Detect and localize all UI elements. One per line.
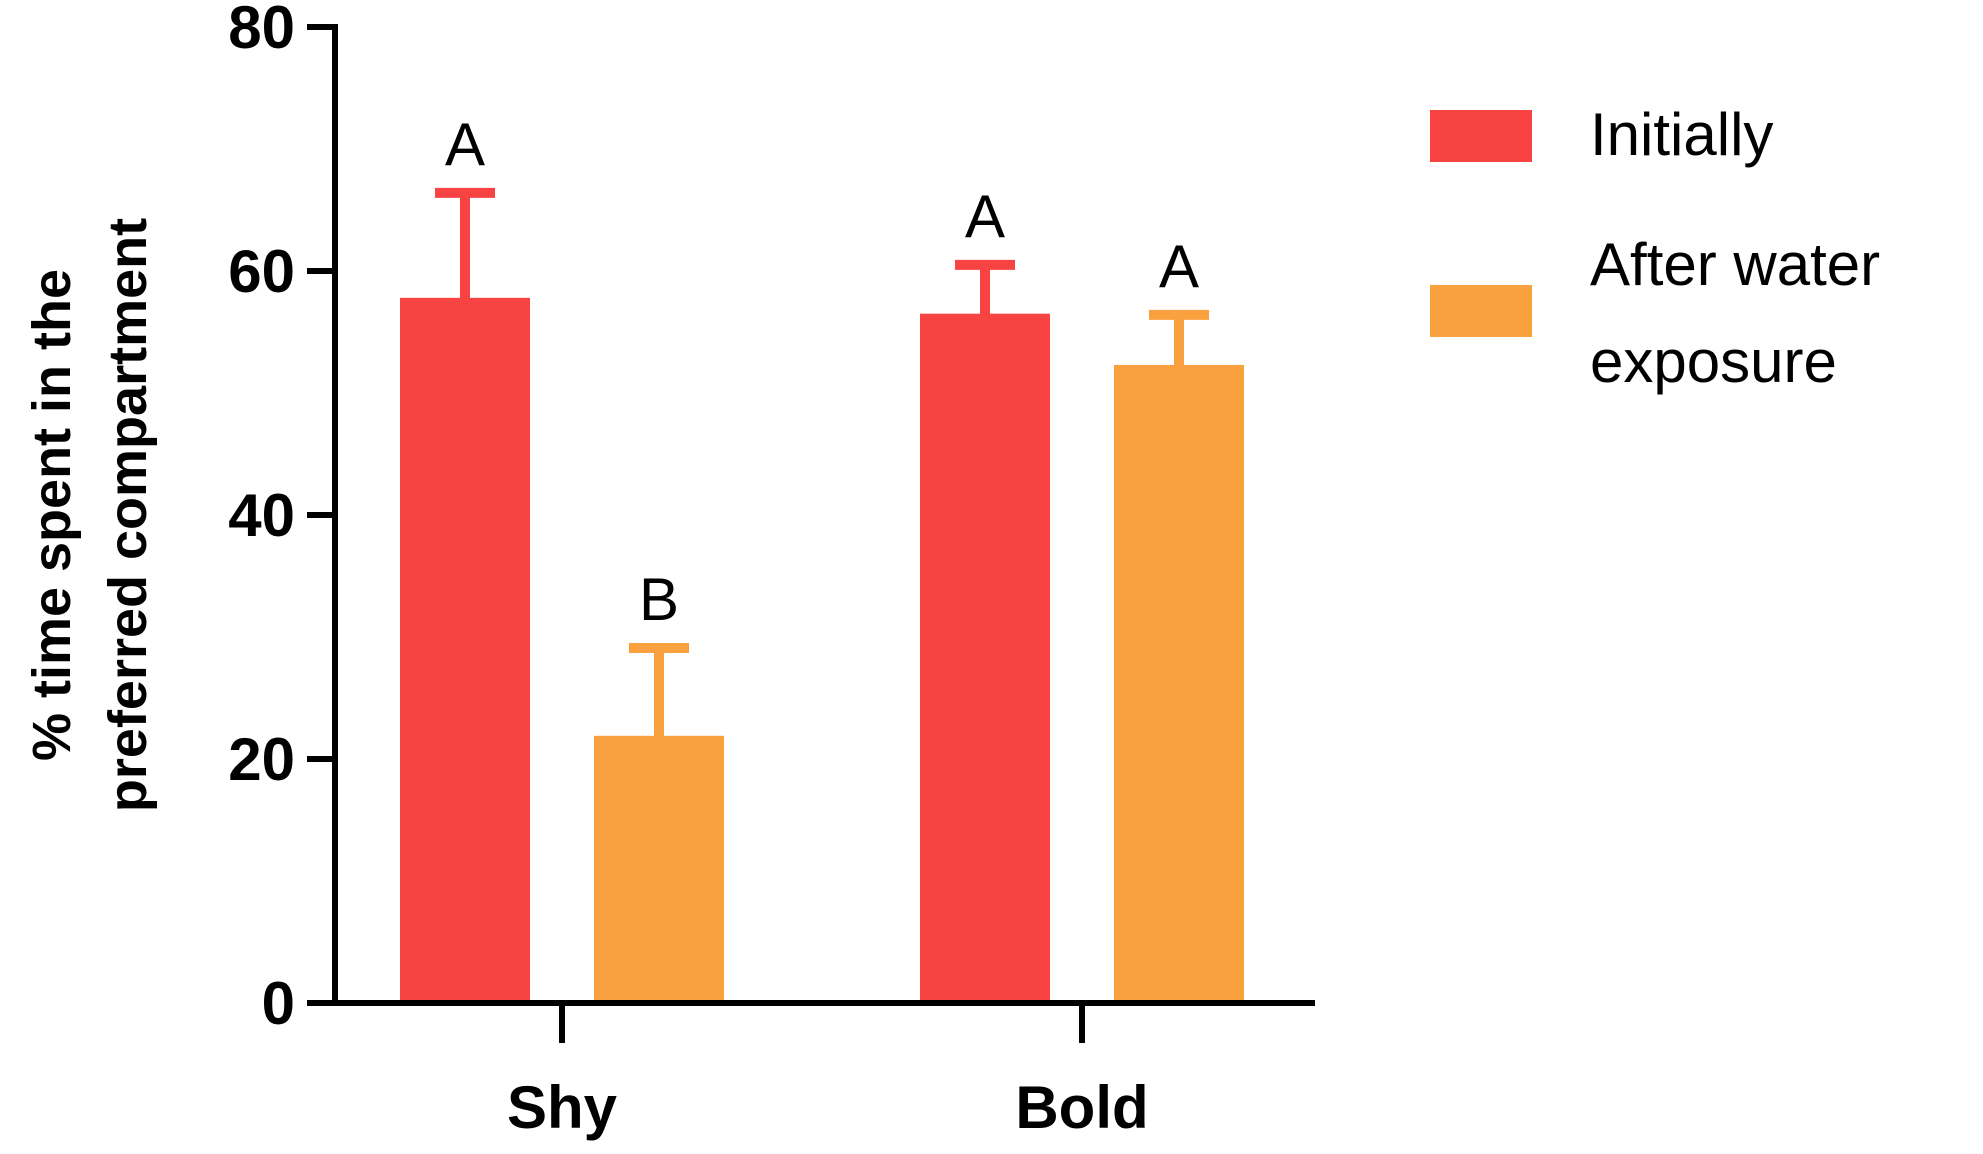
bar-1-bold [1114,364,1244,1003]
x-tick-label-bold: Bold [1015,1074,1148,1141]
y-axis-label-line: preferred compartment [98,218,158,812]
y-tick-label: 0 [262,970,295,1037]
bar-0-bold [920,313,1050,1003]
y-axis-label: % time spent in the preferred compartment [22,218,158,812]
legend: Initially After water exposure [1430,101,1880,395]
y-ticks: 0 20 40 60 80 [228,0,335,1037]
y-tick-label: 20 [228,726,295,793]
legend-swatch-1 [1430,285,1532,337]
y-axis-label-line: % time spent in the [22,269,82,761]
bar-0-shy [400,297,530,1004]
legend-label-1: exposure [1590,328,1837,395]
legend-label-0: Initially [1590,101,1773,168]
significance-label: A [1159,233,1199,300]
y-tick-label: 80 [228,0,295,61]
legend-swatch-0 [1430,110,1532,162]
bars-layer: A A B A [400,111,1244,1004]
significance-label: A [445,111,485,178]
bar-1-shy [594,735,724,1003]
y-tick-label: 60 [228,238,295,305]
legend-label-1: After water [1590,231,1880,298]
significance-label: B [639,566,679,633]
x-tick-label-shy: Shy [507,1074,618,1141]
y-tick-label: 40 [228,482,295,549]
significance-label: A [965,183,1005,250]
x-ticks: Shy Bold [507,1003,1149,1141]
